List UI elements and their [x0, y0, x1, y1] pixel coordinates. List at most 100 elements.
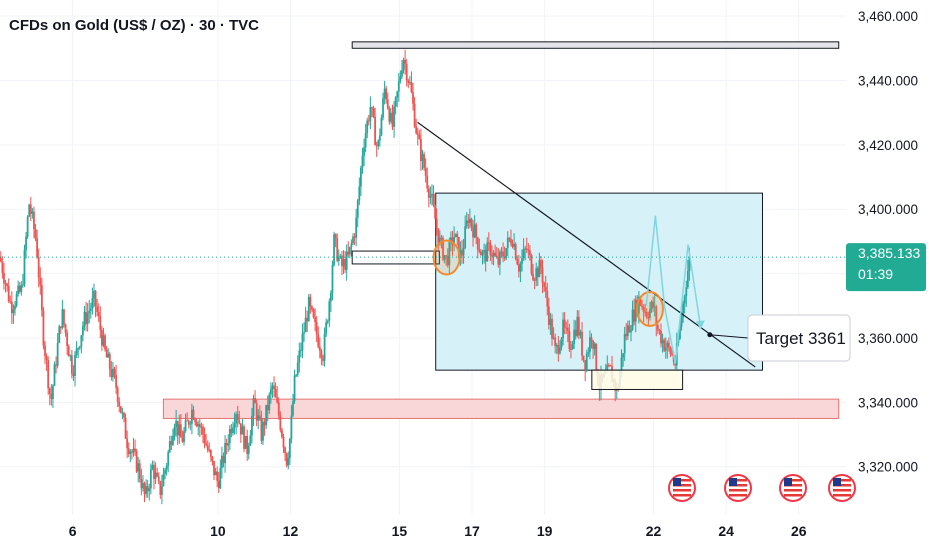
- candle-body: [546, 290, 549, 307]
- time-axis-bg: [0, 515, 932, 550]
- candle-body: [491, 255, 493, 257]
- candle-body: [660, 331, 662, 344]
- candle-body: [347, 251, 350, 255]
- candle-body: [269, 388, 272, 395]
- chart-title: CFDs on Gold (US$ / OZ) · 30 · TVC: [9, 17, 259, 34]
- candle-body: [195, 421, 198, 427]
- candle-body: [649, 308, 651, 318]
- candle-body: [56, 342, 59, 366]
- candle-body: [252, 398, 255, 417]
- candle-body: [356, 200, 359, 218]
- flag-stripe: [729, 484, 747, 487]
- candle-body: [222, 455, 225, 464]
- candle-body: [525, 248, 528, 250]
- us-flag-event-icon: [779, 474, 807, 502]
- flag-canton: [673, 478, 681, 486]
- candle-body: [358, 186, 361, 201]
- us-flag-event-icon: [724, 474, 752, 502]
- candle-body: [590, 337, 593, 341]
- candle-body: [317, 334, 320, 347]
- candle-body: [160, 485, 163, 495]
- candle-body: [202, 426, 204, 435]
- candle-body: [667, 342, 670, 348]
- flag-stripe: [673, 484, 691, 487]
- candle-body: [644, 311, 647, 313]
- candle-body: [203, 434, 206, 444]
- candle-body: [579, 331, 582, 336]
- candle-body: [480, 251, 482, 256]
- candle-body: [663, 339, 666, 351]
- candle-body: [559, 347, 561, 354]
- candle-body: [341, 255, 343, 267]
- candle-body: [61, 309, 64, 328]
- candle-body: [402, 59, 405, 70]
- candle-body: [513, 244, 516, 247]
- candle-body: [661, 339, 664, 344]
- candle-body: [634, 299, 637, 322]
- candle-body: [473, 224, 476, 238]
- candle-body: [197, 424, 200, 427]
- candle-body: [331, 265, 334, 293]
- flag-stripe: [784, 479, 802, 482]
- flag-ring: [668, 474, 696, 502]
- candle-body: [543, 282, 546, 287]
- candle-body: [450, 237, 452, 242]
- candle-body: [375, 145, 378, 147]
- us-flag-event-icon: [828, 474, 856, 502]
- candle-body: [382, 98, 384, 118]
- zones-layer: [162, 192, 840, 419]
- candle-body: [386, 99, 389, 109]
- x-tick-label: 12: [283, 523, 299, 539]
- candle-body: [593, 343, 596, 349]
- candle-body: [650, 301, 653, 309]
- candle-body: [547, 306, 550, 325]
- candle-body: [192, 409, 195, 420]
- candle-body: [336, 237, 339, 261]
- candle-body: [70, 355, 73, 374]
- candle-body: [130, 451, 133, 453]
- candle-body: [563, 319, 566, 328]
- candle-body: [326, 320, 329, 323]
- flag-stripe: [729, 494, 747, 497]
- candle-body: [1, 261, 4, 273]
- candle-body: [453, 237, 455, 245]
- candle-body: [208, 450, 211, 452]
- candle-body: [299, 349, 302, 351]
- candle-body: [653, 306, 656, 308]
- candle-body: [18, 285, 21, 292]
- circle-marker: [635, 291, 664, 327]
- candle-body: [277, 402, 280, 416]
- candle-body: [652, 301, 654, 308]
- flag-stripe: [673, 489, 691, 492]
- candle-body: [187, 420, 190, 425]
- candle-body: [312, 309, 315, 318]
- candle-body: [461, 250, 463, 256]
- candle-body: [293, 375, 296, 402]
- candle-body: [484, 249, 487, 262]
- candle-body: [589, 337, 591, 352]
- y-tick-label: 3,460.000: [858, 9, 918, 24]
- candle-body: [301, 333, 304, 350]
- candle-body: [173, 427, 176, 436]
- candle-body: [685, 287, 688, 297]
- current-price-tag: 3,385.133 01:39: [846, 243, 926, 292]
- candle-body: [233, 423, 236, 428]
- candle-body: [582, 355, 585, 361]
- candle-body: [247, 445, 250, 455]
- candle-body: [93, 290, 95, 298]
- candle-body: [143, 483, 146, 495]
- candle-body: [12, 309, 15, 314]
- candle-body: [295, 374, 298, 376]
- candle-body: [33, 211, 35, 229]
- candle-body: [664, 347, 667, 351]
- flag-ring: [724, 474, 752, 502]
- candle-body: [94, 290, 97, 307]
- candle-body: [52, 385, 54, 400]
- candle-body: [0, 257, 2, 262]
- candle-body: [431, 193, 433, 196]
- candle-body: [623, 333, 626, 354]
- candle-body: [206, 445, 209, 451]
- candle-body: [682, 303, 685, 318]
- target-callout[interactable]: Target 3361: [747, 314, 851, 362]
